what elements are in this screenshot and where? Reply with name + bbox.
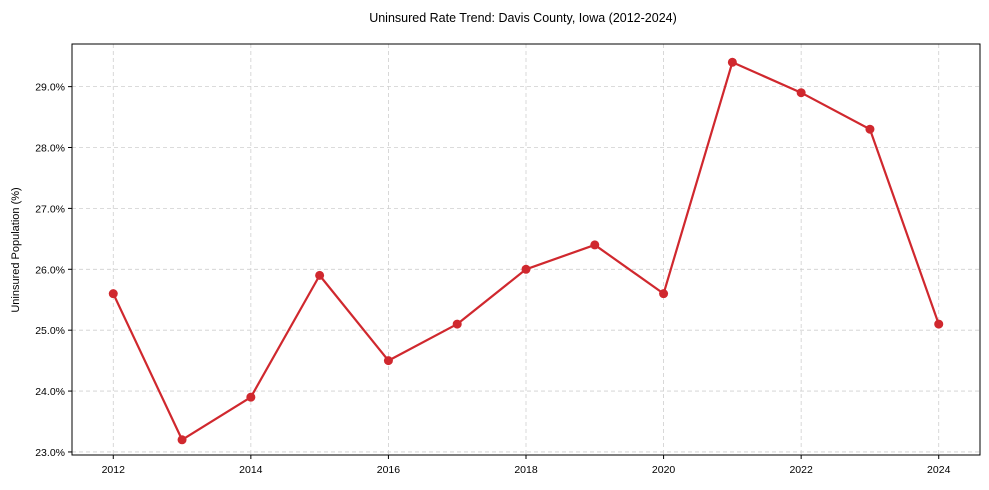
data-point-marker: [177, 435, 187, 445]
data-point-marker: [659, 289, 669, 299]
y-tick-label: 27.0%: [35, 203, 65, 215]
data-point-marker: [383, 356, 393, 366]
y-tick-label: 24.0%: [35, 386, 65, 398]
data-point-marker: [315, 270, 325, 280]
y-axis-label: Uninsured Population (%): [10, 187, 22, 312]
data-point-marker: [865, 124, 875, 134]
x-tick-label: 2014: [239, 464, 263, 476]
gridlines: [72, 44, 980, 455]
data-point-marker: [246, 392, 256, 402]
y-axis-ticks: 23.0% 24.0% 25.0% 26.0% 27.0% 28.0% 29.0%: [35, 82, 72, 459]
y-tick-label: 26.0%: [35, 264, 65, 276]
x-tick-label: 2016: [377, 464, 401, 476]
x-axis-ticks: 2012 2014 2016 2018 2020 2022 2024: [102, 455, 951, 476]
data-point-marker: [934, 319, 944, 329]
data-point-marker: [590, 240, 600, 250]
x-tick-label: 2018: [514, 464, 538, 476]
x-tick-label: 2020: [652, 464, 676, 476]
x-tick-label: 2012: [102, 464, 126, 476]
y-tick-label: 25.0%: [35, 325, 65, 337]
y-tick-label: 23.0%: [35, 447, 65, 459]
data-point-marker: [796, 88, 806, 98]
y-tick-label: 29.0%: [35, 82, 65, 94]
plot-area: [108, 57, 944, 445]
x-tick-label: 2022: [789, 464, 813, 476]
data-point-marker: [521, 264, 531, 274]
data-point-marker: [727, 57, 737, 67]
data-point-marker: [108, 289, 118, 299]
data-point-marker: [452, 319, 462, 329]
y-tick-label: 28.0%: [35, 143, 65, 155]
x-tick-label: 2024: [927, 464, 951, 476]
chart-title: Uninsured Rate Trend: Davis County, Iowa…: [369, 11, 677, 25]
